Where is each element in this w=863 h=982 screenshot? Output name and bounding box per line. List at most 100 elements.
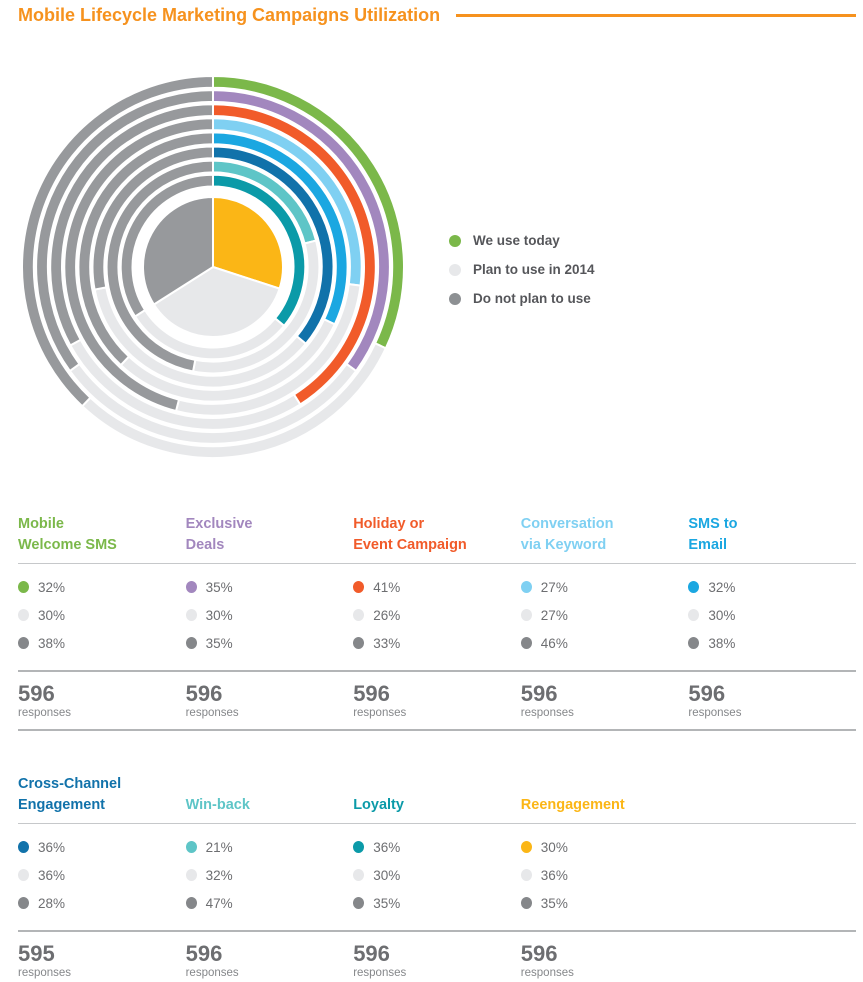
- ring-holiday-or-event-campaign-do-not-plan-segment: [49, 103, 214, 347]
- series-dot-icon: [353, 897, 365, 909]
- responses-label: responses: [353, 967, 407, 979]
- campaign-table-primary: Mobile Welcome SMS Exclusive Deals Holiday o…: [18, 496, 856, 731]
- column-header-conversation-via-keyword: Conversation via Keyword: [521, 496, 689, 563]
- responses-label: responses: [520, 707, 574, 719]
- percent-value: 27%: [540, 579, 568, 595]
- percent-row: 30%: [520, 833, 689, 861]
- percent-row: 32%: [185, 861, 354, 889]
- responses-label: responses: [688, 707, 742, 719]
- series-dot-icon: [353, 841, 365, 853]
- series-dot-icon: [688, 637, 700, 649]
- percent-value: 47%: [205, 895, 233, 911]
- percent-value: 30%: [38, 607, 66, 623]
- header-divider: [18, 823, 856, 824]
- series-dot-icon: [520, 869, 532, 881]
- table-header-row: Cross-Channel Engagement Win-back Loyalty Re…: [18, 756, 856, 823]
- percent-row: 27%: [520, 573, 689, 601]
- percent-value: 35%: [205, 635, 233, 651]
- series-dot-icon: [18, 841, 29, 853]
- percent-value: 32%: [205, 867, 233, 883]
- page-title: Mobile Lifecycle Marketing Campaigns Uti…: [18, 5, 441, 25]
- responses-cell-win-back: 596 responses: [186, 941, 354, 979]
- column-header-line: Cross-Channel: [18, 776, 122, 792]
- legend-swatch-icon: [449, 292, 461, 305]
- series-dot-icon: [520, 841, 532, 853]
- percent-row: 30%: [185, 601, 354, 629]
- percent-row: 33%: [353, 629, 521, 657]
- percent-row: 35%: [520, 889, 689, 917]
- responses-cell-cross-channel-engagement: 595 responses: [18, 941, 186, 979]
- ring-cross-channel-engagement-do-not-plan-segment: [91, 145, 214, 291]
- series-dot-icon: [520, 637, 532, 649]
- responses-label: responses: [18, 967, 72, 979]
- percent-cell-holiday-or-event-campaign: 41% 26% 33%: [353, 573, 521, 657]
- responses-cell-mobile-welcome-sms: 596 responses: [18, 681, 186, 719]
- percent-value: 30%: [205, 607, 233, 623]
- percent-row: 35%: [185, 629, 354, 657]
- percent-row: 26%: [353, 601, 521, 629]
- responses-count: 596: [18, 681, 55, 706]
- legend-swatch-icon: [449, 263, 461, 276]
- percent-row: 32%: [688, 573, 856, 601]
- percent-row: 46%: [520, 629, 689, 657]
- percentages-row: 32% 30% 38% 35% 30% 35% 41% 26% 33% 27% 27% 46% 32% 3…: [18, 564, 856, 670]
- percent-row: 27%: [520, 601, 689, 629]
- percent-value: 35%: [540, 895, 568, 911]
- series-dot-icon: [353, 869, 365, 881]
- column-header-sms-to-email: SMS to Email: [688, 496, 856, 563]
- ring-conversation-via-keyword-do-not-plan-segment: [63, 117, 214, 413]
- percent-cell-mobile-welcome-sms: 32% 30% 38%: [18, 573, 186, 657]
- series-dot-icon: [185, 609, 197, 621]
- percent-row: 30%: [353, 861, 521, 889]
- percent-row: 30%: [688, 601, 856, 629]
- column-header-line: Engagement: [18, 797, 106, 813]
- chart-legend: We use today Plan to use in 2014 Do not pl…: [449, 233, 595, 320]
- series-dot-icon: [688, 581, 700, 593]
- responses-count: 596: [520, 681, 558, 706]
- percent-value: 41%: [373, 579, 401, 595]
- percent-value: 21%: [205, 839, 233, 855]
- percentages-row: 36% 36% 28% 21% 32% 47% 36% 30% 35% 30% 36% 35%: [18, 824, 856, 930]
- column-header-line: Mobile: [18, 516, 64, 532]
- percent-value: 30%: [373, 867, 401, 883]
- series-dot-icon: [688, 609, 700, 621]
- legend-label: We use today: [473, 233, 560, 248]
- series-dot-icon: [185, 581, 197, 593]
- responses-cell-exclusive-deals: 596 responses: [186, 681, 354, 719]
- legend-item-plan-to-use-in-2014: Plan to use in 2014: [449, 262, 595, 277]
- series-dot-icon: [18, 581, 29, 593]
- responses-row: 596 responses 596 responses 596 responses 596 r…: [18, 672, 856, 729]
- responses-label: responses: [185, 707, 239, 719]
- percent-cell-sms-to-email: 32% 30% 38%: [688, 573, 856, 657]
- responses-label: responses: [185, 967, 239, 979]
- ring-exclusive-deals-do-not-plan-segment: [35, 89, 214, 373]
- responses-cell-sms-to-email: 596 responses: [688, 681, 856, 719]
- percent-cell-conversation-via-keyword: 27% 27% 46%: [520, 573, 689, 657]
- percent-row: 30%: [18, 601, 186, 629]
- series-dot-icon: [18, 609, 29, 621]
- responses-cell-holiday-or-event-campaign: 596 responses: [353, 681, 521, 719]
- percent-cell-loyalty: 36% 30% 35%: [353, 833, 521, 917]
- column-header-mobile-welcome-sms: Mobile Welcome SMS: [18, 496, 186, 563]
- column-header-line: SMS to: [688, 516, 738, 532]
- responses-count: 596: [185, 941, 223, 966]
- column-header-line: Reengagement: [520, 797, 625, 813]
- responses-top-divider: [18, 670, 856, 672]
- percent-row: 38%: [18, 629, 186, 657]
- percent-value: 38%: [708, 635, 736, 651]
- percent-row: 35%: [353, 889, 521, 917]
- column-header-loyalty: Loyalty: [353, 756, 521, 823]
- percent-row: 28%: [18, 889, 186, 917]
- series-dot-icon: [520, 609, 532, 621]
- pie-reengagement-plan-2014-segment: [152, 265, 281, 338]
- pie-reengagement-use-today-segment: [212, 195, 284, 290]
- percent-value: 36%: [373, 839, 401, 855]
- responses-label: responses: [353, 707, 407, 719]
- percent-value: 35%: [373, 895, 401, 911]
- series-dot-icon: [18, 637, 29, 649]
- campaign-table-secondary: Cross-Channel Engagement Win-back Loyalty Re…: [18, 756, 856, 982]
- column-header-line: Conversation: [520, 516, 614, 532]
- responses-count: 596: [353, 941, 390, 966]
- responses-count: 596: [353, 681, 390, 706]
